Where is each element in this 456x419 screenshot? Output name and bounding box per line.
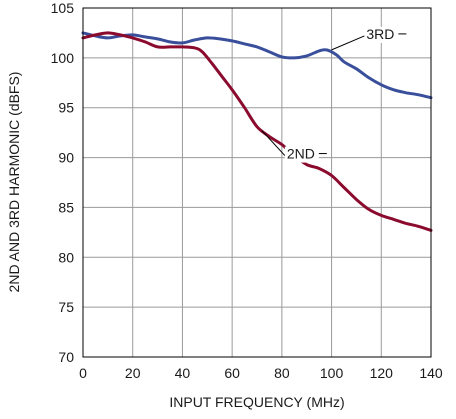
x-tick-labels: 0 20 40 60 80 100 120 140 — [79, 365, 443, 381]
y-tick-label: 105 — [51, 0, 75, 16]
y-tick-label: 80 — [58, 249, 74, 265]
series-label-3rd: 3RD — [366, 26, 394, 42]
series-label-2nd: 2ND — [287, 146, 315, 162]
y-tick-label: 70 — [58, 349, 74, 365]
x-tick-label: 100 — [320, 365, 344, 381]
grid — [83, 8, 431, 357]
series-layer — [81, 31, 433, 232]
plot-frame — [82, 7, 432, 358]
x-tick-label: 120 — [370, 365, 394, 381]
x-tick-label: 40 — [175, 365, 191, 381]
x-tick-label: 80 — [274, 365, 290, 381]
series-leader-3rd — [331, 35, 365, 51]
y-tick-label: 100 — [51, 50, 75, 66]
x-tick-label: 20 — [125, 365, 141, 381]
series-label-bg-3rd — [364, 26, 399, 43]
x-tick-label: 140 — [419, 365, 443, 381]
series-line-2nd — [81, 31, 433, 232]
y-tick-label: 95 — [58, 100, 74, 116]
series-leader-2nd — [261, 130, 286, 156]
x-tick-label: 60 — [224, 365, 240, 381]
series-label-bg-2nd — [284, 146, 319, 163]
y-tick-label: 75 — [58, 299, 74, 315]
series-annotations: 3RD 2ND — [261, 26, 407, 163]
x-axis-title: INPUT FREQUENCY (MHz) — [169, 394, 344, 410]
x-tick-label: 0 — [79, 365, 87, 381]
y-tick-labels: 70 75 80 85 90 95 100 105 — [51, 0, 75, 365]
series-line-3rd — [81, 31, 433, 100]
y-tick-label: 90 — [58, 150, 74, 166]
y-tick-label: 85 — [58, 199, 74, 215]
y-axis-title: 2ND AND 3RD HARMONIC (dBFS) — [6, 72, 22, 293]
